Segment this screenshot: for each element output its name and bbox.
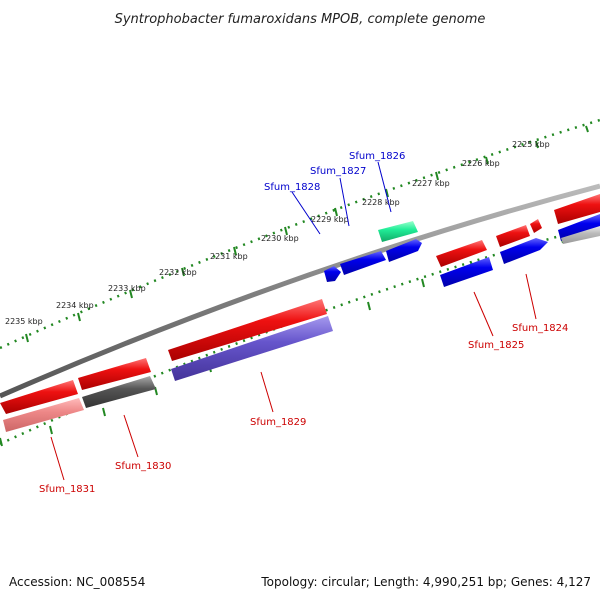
kbp-label: 2227 kbp <box>412 179 450 188</box>
tick <box>49 425 53 435</box>
label-sfum-1828[interactable]: Sfum_1828 <box>264 182 320 193</box>
label-sfum-1831[interactable]: Sfum_1831 <box>39 484 95 495</box>
tick-2227 <box>485 156 489 165</box>
label-leaders <box>50 161 537 481</box>
gene-top-right-blue[interactable] <box>558 214 600 241</box>
tick-2233 <box>181 267 185 277</box>
tick <box>367 301 371 311</box>
gene-sfum-1825-red[interactable] <box>436 240 487 267</box>
tick-2226 <box>535 140 539 149</box>
upper-ruler-labels: 2225 kbp 2226 kbp 2227 kbp 2228 kbp 2229… <box>5 140 550 326</box>
label-sfum-1830[interactable]: Sfum_1830 <box>115 461 171 472</box>
kbp-label: 2228 kbp <box>362 198 400 207</box>
tick-2229 <box>385 188 389 198</box>
leader-sfum-1829 <box>260 371 274 413</box>
label-sfum-1829[interactable]: Sfum_1829 <box>250 417 306 428</box>
label-sfum-1826[interactable]: Sfum_1826 <box>349 151 405 162</box>
tick <box>421 278 425 288</box>
gene-sfum-1825[interactable] <box>440 257 493 287</box>
gene-sfum-1824[interactable] <box>500 238 548 264</box>
gene-small-red[interactable] <box>530 219 542 233</box>
tick <box>102 407 106 417</box>
gene-sfum-1824-red[interactable] <box>496 225 530 247</box>
gene-sfum-1827b[interactable] <box>340 251 386 275</box>
tick-2225 <box>585 125 589 133</box>
kbp-label: 2232 kbp <box>159 268 197 277</box>
label-sfum-1825[interactable]: Sfum_1825 <box>468 340 524 351</box>
gene-sfum-1831-red[interactable] <box>0 380 78 414</box>
gene-sfum-1829-red[interactable] <box>168 299 327 361</box>
gene-labels: Sfum_1826 Sfum_1827 Sfum_1828 Sfum_1824 … <box>39 151 568 495</box>
gene-top-right-gray[interactable] <box>561 226 600 244</box>
upper-ruler: 2225 kbp 2226 kbp 2227 kbp 2228 kbp 2229… <box>0 118 600 350</box>
tick-2236 <box>25 333 29 343</box>
kbp-label: 2230 kbp <box>261 234 299 243</box>
leader-sfum-1825 <box>473 291 494 337</box>
tick <box>0 437 3 447</box>
leader-sfum-1831 <box>50 436 65 481</box>
kbp-label: 2231 kbp <box>210 252 248 261</box>
kbp-label: 2226 kbp <box>462 159 500 168</box>
gene-sfum-1828[interactable] <box>324 266 341 282</box>
tick-2230 <box>334 207 338 217</box>
leader-sfum-1828 <box>291 191 321 235</box>
gene-top-right-red[interactable] <box>554 194 600 224</box>
label-sfum-1824[interactable]: Sfum_1824 <box>512 323 568 334</box>
gene-sfum-1827[interactable] <box>386 239 422 262</box>
gene-sfum-1829[interactable] <box>171 316 333 381</box>
kbp-label: 2234 kbp <box>56 301 94 310</box>
topology-text: Topology: circular; Length: 4,990,251 bp… <box>260 575 591 589</box>
leader-sfum-1827 <box>339 177 350 227</box>
tick-2228 <box>435 171 439 181</box>
tick-2232 <box>233 246 237 256</box>
gene-sfum-1830-red[interactable] <box>78 358 151 390</box>
leader-sfum-1826 <box>377 161 392 213</box>
gene-sfum-1830[interactable] <box>82 376 156 408</box>
tick-2234 <box>129 289 133 299</box>
accession-text: Accession: NC_008554 <box>9 575 145 589</box>
tick-2235 <box>77 312 81 322</box>
leader-sfum-1824 <box>525 273 537 320</box>
genome-backbone <box>0 183 600 399</box>
kbp-label: 2229 kbp <box>311 215 349 224</box>
kbp-label: 2233 kbp <box>108 284 146 293</box>
label-sfum-1827[interactable]: Sfum_1827 <box>310 166 366 177</box>
forward-strand-genes <box>324 194 600 282</box>
gene-sfum-1831[interactable] <box>3 398 84 432</box>
leader-sfum-1830 <box>123 414 139 458</box>
map-title: Syntrophobacter fumaroxidans MPOB, compl… <box>115 12 486 27</box>
tick-2231 <box>284 226 288 236</box>
gene-sfum-1826[interactable] <box>378 221 418 242</box>
kbp-label: 2235 kbp <box>5 317 43 326</box>
upper-ruler-line <box>0 118 600 350</box>
upper-ruler-major-ticks <box>25 125 589 343</box>
kbp-label: 2225 kbp <box>512 140 550 149</box>
reverse-strand-genes <box>0 214 600 432</box>
